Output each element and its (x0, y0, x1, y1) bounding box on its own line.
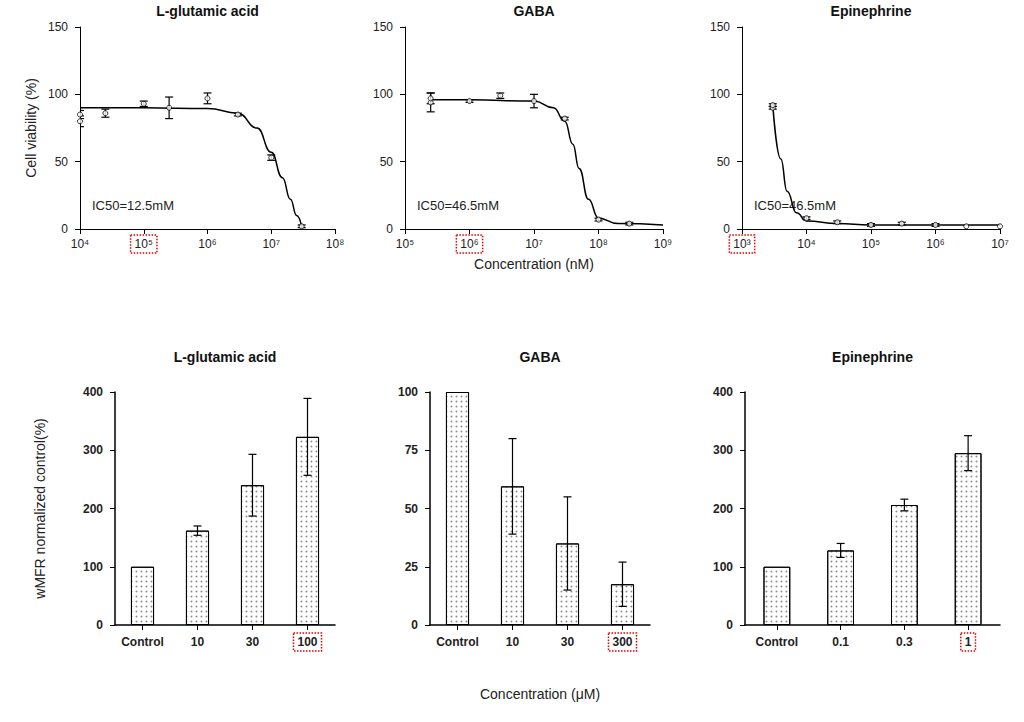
svg-text:Cell viability (%): Cell viability (%) (23, 78, 39, 178)
svg-text:0: 0 (61, 222, 68, 236)
svg-text:10⁵: 10⁵ (862, 237, 880, 251)
svg-text:0: 0 (96, 618, 103, 632)
svg-text:10⁸: 10⁸ (326, 237, 344, 251)
svg-text:Epinephrine: Epinephrine (831, 3, 912, 19)
svg-text:100: 100 (297, 635, 317, 649)
svg-text:150: 150 (48, 20, 68, 34)
svg-text:L-glutamic acid: L-glutamic acid (174, 349, 277, 365)
svg-text:L-glutamic acid: L-glutamic acid (156, 3, 259, 19)
svg-text:0: 0 (386, 222, 393, 236)
svg-text:10⁴: 10⁴ (797, 237, 816, 251)
svg-text:0: 0 (726, 618, 733, 632)
svg-text:10⁶: 10⁶ (926, 237, 944, 251)
svg-text:200: 200 (83, 502, 103, 516)
svg-text:100: 100 (398, 385, 418, 399)
svg-text:400: 400 (83, 385, 103, 399)
svg-text:Control: Control (121, 635, 164, 649)
svg-text:10⁴: 10⁴ (71, 237, 90, 251)
svg-text:Control: Control (756, 635, 799, 649)
svg-text:wMFR normalized control(%): wMFR normalized control(%) (32, 418, 48, 599)
svg-text:30: 30 (246, 635, 260, 649)
svg-text:10⁶: 10⁶ (198, 237, 216, 251)
svg-text:25: 25 (405, 560, 419, 574)
svg-text:300: 300 (612, 635, 632, 649)
svg-text:10⁸: 10⁸ (589, 237, 607, 251)
svg-text:10⁵: 10⁵ (396, 237, 414, 251)
svg-text:100: 100 (83, 560, 103, 574)
svg-text:10⁹: 10⁹ (654, 237, 673, 251)
svg-text:50: 50 (717, 155, 731, 169)
svg-text:GABA: GABA (513, 3, 554, 19)
svg-text:10⁶: 10⁶ (460, 237, 478, 251)
svg-text:10: 10 (506, 635, 520, 649)
svg-text:50: 50 (405, 502, 419, 516)
svg-text:IC50=46.5mM: IC50=46.5mM (417, 198, 499, 213)
svg-text:IC50=12.5mM: IC50=12.5mM (92, 198, 174, 213)
svg-text:IC50=46.5mM: IC50=46.5mM (754, 198, 836, 213)
svg-text:30: 30 (561, 635, 575, 649)
svg-text:300: 300 (83, 443, 103, 457)
svg-text:400: 400 (713, 385, 733, 399)
svg-text:10³: 10³ (733, 237, 750, 251)
svg-text:0.3: 0.3 (896, 635, 913, 649)
svg-text:Control: Control (436, 635, 479, 649)
svg-text:0: 0 (723, 222, 730, 236)
svg-text:150: 150 (710, 20, 730, 34)
svg-text:100: 100 (48, 87, 68, 101)
svg-text:10⁷: 10⁷ (991, 237, 1009, 251)
svg-text:1: 1 (965, 635, 972, 649)
svg-text:GABA: GABA (519, 349, 560, 365)
svg-text:10⁷: 10⁷ (262, 237, 280, 251)
svg-text:0: 0 (411, 618, 418, 632)
svg-text:100: 100 (373, 87, 393, 101)
svg-text:0.1: 0.1 (832, 635, 849, 649)
svg-text:50: 50 (55, 155, 69, 169)
svg-text:150: 150 (373, 20, 393, 34)
svg-text:300: 300 (713, 443, 733, 457)
svg-text:100: 100 (713, 560, 733, 574)
svg-text:Concentration (nM): Concentration (nM) (474, 256, 594, 272)
svg-text:75: 75 (405, 443, 419, 457)
svg-text:100: 100 (710, 87, 730, 101)
svg-text:200: 200 (713, 502, 733, 516)
svg-text:10⁷: 10⁷ (525, 237, 543, 251)
svg-text:Epinephrine: Epinephrine (832, 349, 913, 365)
svg-text:Concentration (μM): Concentration (μM) (480, 686, 600, 702)
svg-text:10: 10 (191, 635, 205, 649)
svg-text:50: 50 (380, 155, 394, 169)
svg-text:10⁵: 10⁵ (135, 237, 153, 251)
